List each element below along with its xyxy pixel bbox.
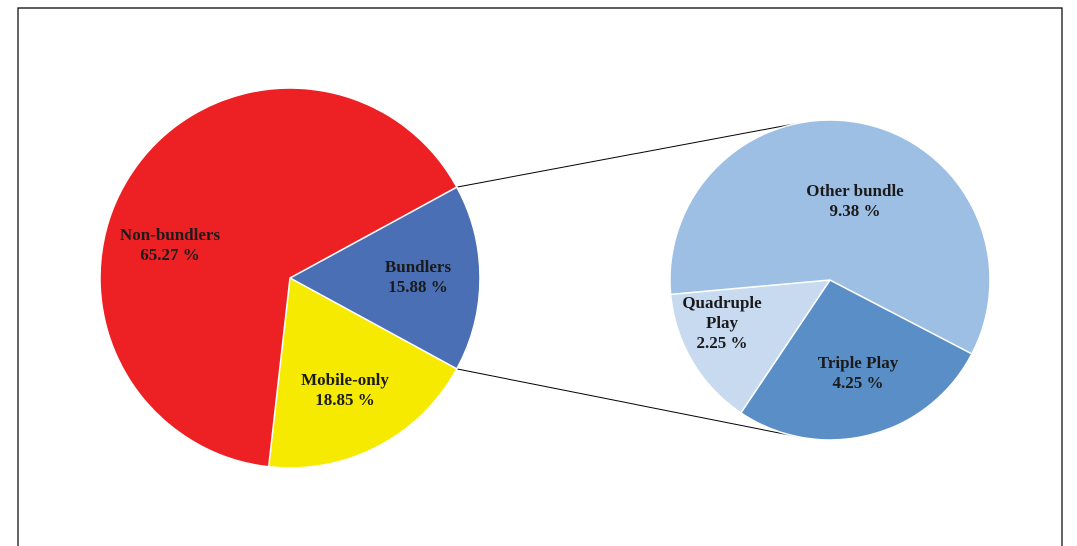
pie-slice (267, 276, 458, 469)
value-label: 18.85 % (315, 390, 375, 409)
slice-label: Bundlers (385, 257, 452, 276)
slice-label: Other bundle (806, 181, 904, 200)
pie-slice (99, 87, 458, 468)
value-label: 4.25 % (833, 373, 884, 392)
value-label: 65.27 % (140, 245, 200, 264)
value-label: 9.38 % (830, 201, 881, 220)
connector-lines (456, 121, 803, 439)
pie-slice (669, 119, 991, 355)
connector-line (456, 121, 803, 188)
connector-line (456, 368, 803, 439)
slice-label: Non-bundlers (120, 225, 221, 244)
slice-label: Triple Play (818, 353, 899, 372)
slice-label: Quadruple Play (682, 293, 762, 332)
pie-slice (288, 186, 481, 370)
frame (17, 7, 1063, 546)
slice-label: Mobile-only (301, 370, 389, 389)
value-label: 15.88 % (388, 277, 448, 296)
pie-slice (669, 279, 832, 414)
value-label: 2.25 % (697, 333, 748, 352)
pie-slice (739, 279, 973, 441)
